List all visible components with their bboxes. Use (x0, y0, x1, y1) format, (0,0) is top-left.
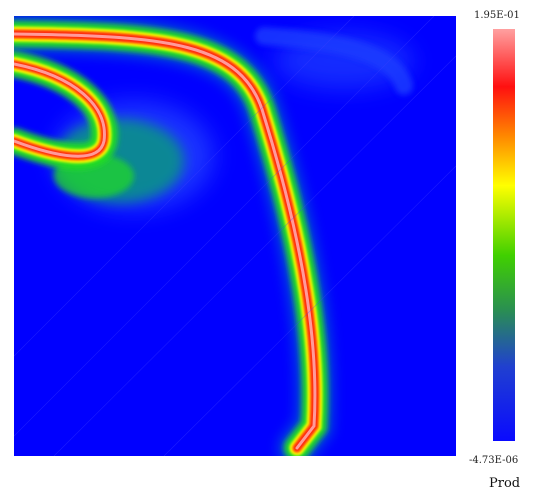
contour-plot (14, 16, 456, 456)
colorbar-fill (493, 29, 515, 441)
mesh-lines (14, 16, 456, 456)
colorbar (493, 29, 515, 441)
colorbar-max-label: 1.95E-01 (474, 10, 520, 21)
colorbar-min-label: -4.73E-06 (469, 455, 519, 466)
field-name-label: Prod (489, 476, 521, 491)
upper-hook (14, 51, 118, 170)
main-streak (14, 16, 334, 456)
upper-ribbon (255, 27, 413, 95)
